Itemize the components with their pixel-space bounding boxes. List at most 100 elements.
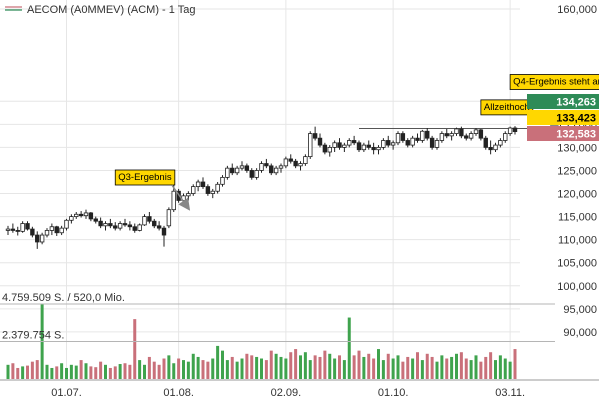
candle-body [434,140,440,148]
volume-bar [6,364,10,379]
candle-body [429,137,435,148]
candle-body [454,128,459,134]
candle [429,135,435,150]
candle-body [74,213,79,218]
volume-bar [479,361,483,379]
volume-bar [123,363,127,379]
volume-bar [60,363,64,379]
candle [117,221,123,231]
volume-bar [216,345,220,379]
candle-body [400,133,406,141]
candle [10,223,16,233]
volume-bar [308,360,312,379]
candle-body [468,133,474,139]
candle-body [488,146,493,151]
candle-body [317,137,323,146]
volume-bar [459,352,463,379]
candle-body [273,167,279,174]
candle [98,217,103,229]
candle-body [322,144,328,153]
volume-bar [425,353,429,379]
candle [249,168,254,180]
candle-body [49,226,55,231]
volume-bar [45,364,49,379]
chart-title: AECOM (A0MMEV) (ACM) - 1 Tag [27,4,196,16]
annotation-label: Q4-Ergebnis steht am 18.11 an [513,77,599,88]
volume-bar [89,366,93,379]
candle [93,216,98,224]
candle [200,177,206,189]
candle [30,226,35,238]
candle [386,135,391,148]
volume-bar [450,356,454,379]
candle [332,140,337,153]
candle-body [117,223,123,229]
candle [322,142,328,155]
volume-bar [489,352,493,379]
candle-body [93,218,98,222]
y-tick-label: 90,000 [563,327,597,339]
volume-bar [406,356,410,379]
volume-bar [260,358,263,379]
volume-bar [201,360,205,379]
candle-body [493,144,498,151]
candle [254,168,259,180]
candle [74,211,79,219]
candle-body [98,220,103,227]
candle-body [15,230,20,232]
candle [288,154,293,164]
candle-body [288,158,293,162]
volume-bar [494,360,497,379]
y-tick-label: 105,000 [557,258,597,270]
annotation-box [509,74,599,90]
candle [49,223,55,236]
candle-body [342,144,347,148]
volume-bar [128,364,132,379]
volume-bar [445,358,449,379]
volume-bar [377,349,380,379]
annotation: Q3-Ergebnis [114,169,191,211]
candle [337,138,342,150]
volume-bar [35,360,39,379]
volume-bar [186,361,190,379]
candle-body [439,133,445,141]
candle [239,161,245,171]
volume-bar [420,360,424,379]
volume-bar [508,361,512,379]
candle-body [5,228,11,231]
candle-body [498,140,503,146]
candle-body [420,130,425,141]
candle [59,225,64,236]
y-tick-label: 120,000 [557,189,597,201]
volume-bar [284,358,288,379]
candle-body [337,142,342,148]
volume-bar [99,361,103,379]
candle [444,128,449,139]
candle [483,135,488,150]
candle-body [220,176,225,185]
candle [410,135,415,148]
candle [195,179,201,192]
y-tick-label: 160,000 [557,4,597,16]
chart-legend: AECOM (A0MMEV) (ACM) - 1 Tag [5,4,196,16]
candle-body [186,193,191,197]
candle-body [512,127,518,133]
candle-body [10,228,16,231]
candle [225,165,230,180]
candle-body [147,216,152,222]
candle [64,218,69,231]
candle [283,156,289,169]
candle [425,128,430,141]
price-tag-box [527,110,599,125]
volume-bar [274,353,278,379]
volume-bar [221,350,224,379]
candle-body [259,163,264,171]
candle-body [195,181,201,188]
volume-bar [245,353,249,379]
candle-body [303,156,308,164]
candle-body [503,133,508,141]
candle-body [103,223,108,227]
volume-bar [440,355,444,379]
candle [142,214,147,226]
